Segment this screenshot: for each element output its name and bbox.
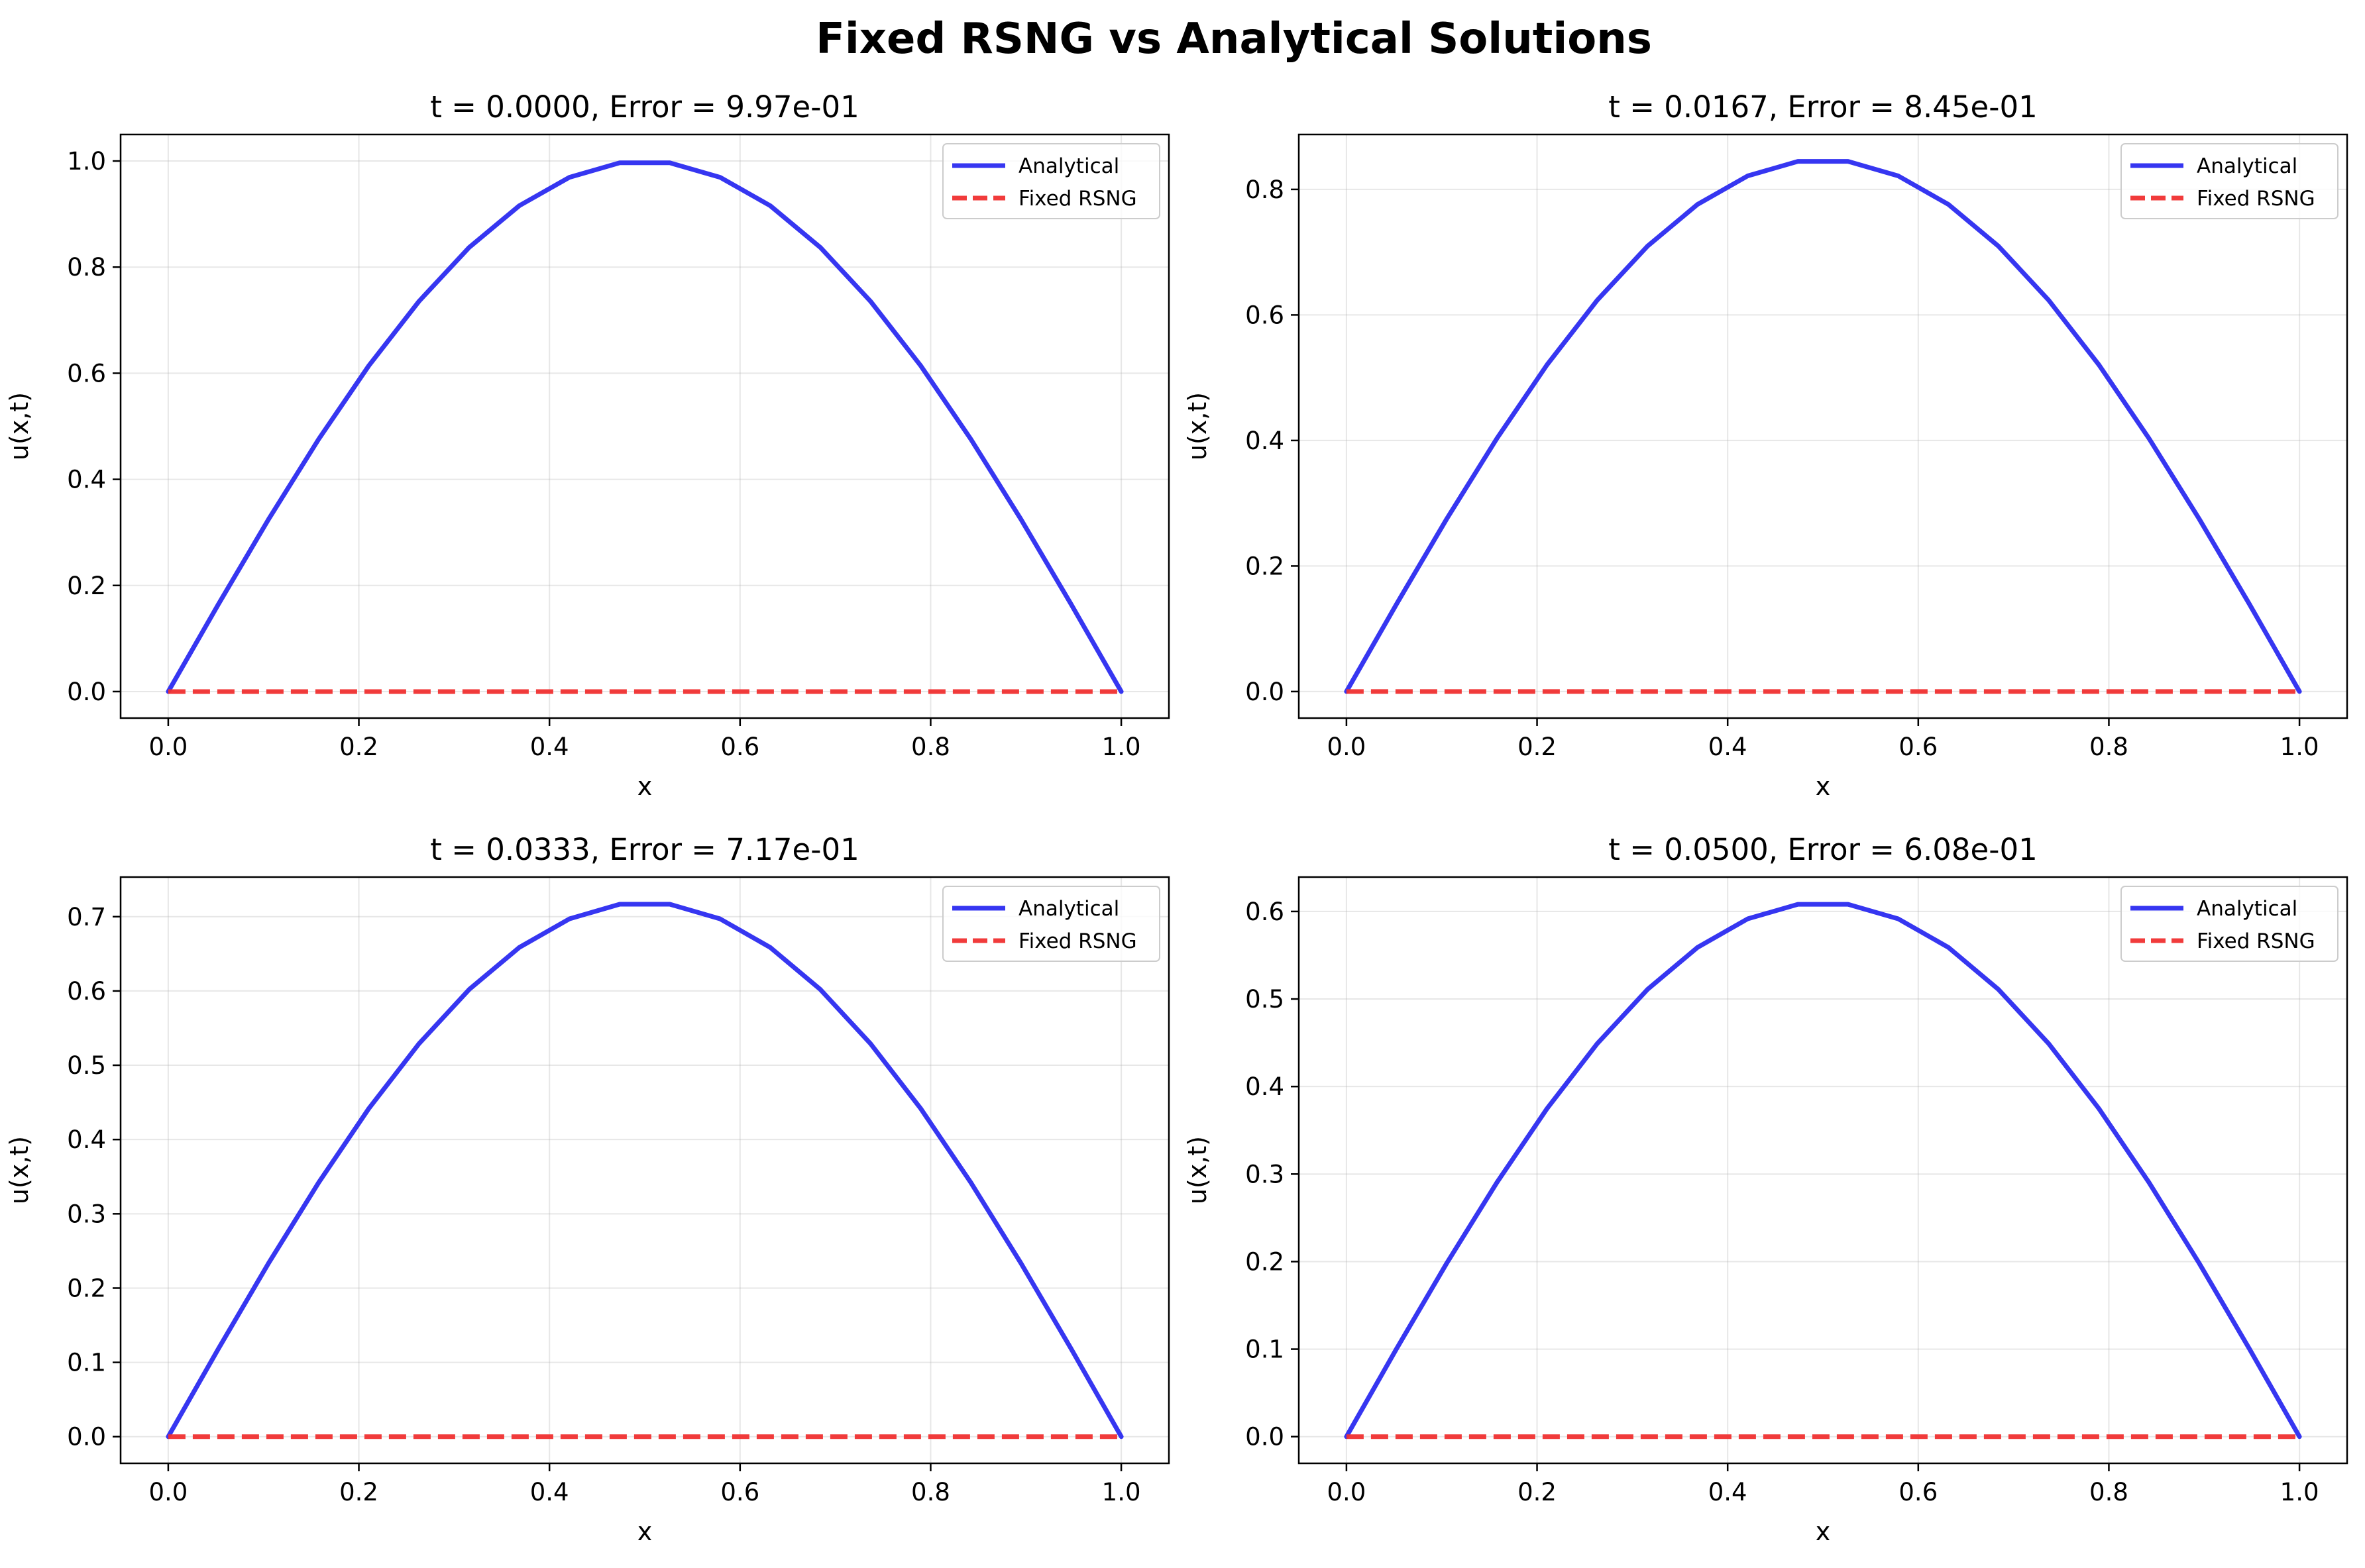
legend: Analytical Fixed RSNG xyxy=(2120,886,2338,962)
y-tick-label: 0.6 xyxy=(67,359,106,388)
x-tick-label: 0.4 xyxy=(1708,1478,1747,1506)
legend: Analytical Fixed RSNG xyxy=(2120,143,2338,219)
y-tick-label: 0.6 xyxy=(1245,301,1284,329)
legend-label: Fixed RSNG xyxy=(1018,187,1137,211)
plot-frame xyxy=(1297,133,2348,719)
y-tick-label: 0.8 xyxy=(67,253,106,282)
subplot-title: t = 0.0167, Error = 8.45e-01 xyxy=(1608,89,2037,125)
y-tick-label: 0.6 xyxy=(1245,898,1284,926)
subplot-2: 0.0 0.2 0.4 0.6 0.8 1.0 0.0 0.2 0.4 0.6 0.8 t = 0.0… xyxy=(1183,89,2348,801)
x-tick-label: 0.8 xyxy=(2089,733,2128,761)
y-tick-label: 1.0 xyxy=(67,147,106,176)
y-tick-label: 0.5 xyxy=(67,1051,106,1080)
x-tick-label: 0.6 xyxy=(720,733,759,761)
legend-label: Analytical xyxy=(2197,154,2297,178)
x-tick-label: 0.4 xyxy=(530,1478,569,1506)
x-tick-label: 0.6 xyxy=(720,1478,759,1506)
y-tick-label: 0.2 xyxy=(67,1274,106,1302)
x-axis-label: x xyxy=(1816,772,1831,801)
y-axis-label: u(x,t) xyxy=(5,1136,34,1204)
x-tick-label: 0.0 xyxy=(1327,733,1366,761)
plot-frame xyxy=(119,876,1170,1465)
series-line-analytical xyxy=(166,902,1124,1439)
subplot-title: t = 0.0000, Error = 9.97e-01 xyxy=(430,89,859,125)
y-tick-label: 0.4 xyxy=(67,1125,106,1154)
plot-frame xyxy=(1297,876,2348,1465)
y-tick-label: 0.8 xyxy=(1245,176,1284,204)
y-tick-label: 0.2 xyxy=(1245,552,1284,580)
subplot-3: 0.0 0.2 0.4 0.6 0.8 1.0 0.0 0.1 0.2 0.3 0.4 0.5 0.6 0… xyxy=(5,832,1170,1546)
series-line-analytical xyxy=(1344,159,2302,694)
legend-label: Analytical xyxy=(1018,154,1119,178)
plot-frame xyxy=(119,133,1170,719)
legend: Analytical Fixed RSNG xyxy=(942,886,1160,962)
legend-label: Analytical xyxy=(1018,897,1119,921)
x-tick-label: 0.8 xyxy=(2089,1478,2128,1506)
y-tick-label: 0.6 xyxy=(67,977,106,1006)
x-tick-label: 0.8 xyxy=(911,733,950,761)
x-tick-label: 0.6 xyxy=(1898,1478,1938,1506)
series-line-analytical xyxy=(166,160,1124,694)
y-tick-label: 0.0 xyxy=(67,1423,106,1451)
subplot-4: 0.0 0.2 0.4 0.6 0.8 1.0 0.0 0.1 0.2 0.3 0.4 0.5 0.6 t… xyxy=(1183,832,2348,1546)
x-axis-label: x xyxy=(1816,1517,1831,1546)
y-tick-label: 0.3 xyxy=(67,1200,106,1228)
y-axis-label: u(x,t) xyxy=(1183,1136,1212,1204)
y-tick-label: 0.3 xyxy=(1245,1160,1284,1188)
y-tick-label: 0.0 xyxy=(67,678,106,706)
x-tick-label: 1.0 xyxy=(1102,1478,1141,1506)
x-tick-label: 0.0 xyxy=(1327,1478,1366,1506)
y-tick-label: 0.1 xyxy=(1245,1335,1284,1364)
y-tick-label: 0.4 xyxy=(1245,1072,1284,1101)
y-tick-label: 0.2 xyxy=(1245,1247,1284,1276)
legend-label: Fixed RSNG xyxy=(2197,929,2315,953)
legend: Analytical Fixed RSNG xyxy=(942,143,1160,219)
subplot-title: t = 0.0333, Error = 7.17e-01 xyxy=(430,832,859,867)
x-tick-label: 0.2 xyxy=(1517,733,1557,761)
x-tick-label: 0.2 xyxy=(339,1478,378,1506)
figure-title: Fixed RSNG vs Analytical Solutions xyxy=(816,15,1652,64)
x-axis-label: x xyxy=(637,772,653,801)
x-tick-label: 0.0 xyxy=(148,1478,188,1506)
x-tick-label: 0.4 xyxy=(1708,733,1747,761)
x-tick-label: 0.8 xyxy=(911,1478,950,1506)
y-axis-label: u(x,t) xyxy=(1183,392,1212,460)
y-tick-label: 0.0 xyxy=(1245,1423,1284,1451)
y-tick-label: 0.5 xyxy=(1245,985,1284,1014)
y-tick-label: 0.7 xyxy=(67,903,106,931)
series-line-analytical xyxy=(1344,902,2302,1439)
legend-label: Fixed RSNG xyxy=(2197,187,2315,211)
y-tick-label: 0.2 xyxy=(67,572,106,600)
x-tick-label: 1.0 xyxy=(2280,1478,2319,1506)
y-axis-label: u(x,t) xyxy=(5,392,34,460)
y-tick-label: 0.4 xyxy=(67,466,106,494)
x-tick-label: 0.6 xyxy=(1898,733,1938,761)
subplot-1: 0.0 0.2 0.4 0.6 0.8 1.0 0.0 0.2 0.4 0.6 0.8 1.0 t = … xyxy=(5,89,1170,801)
x-tick-label: 0.2 xyxy=(1517,1478,1557,1506)
x-tick-label: 0.0 xyxy=(148,733,188,761)
x-tick-label: 1.0 xyxy=(2280,733,2319,761)
y-tick-label: 0.0 xyxy=(1245,678,1284,706)
subplots: 0.0 0.2 0.4 0.6 0.8 1.0 0.0 0.2 0.4 0.6 0.8 1.0 t = … xyxy=(5,89,2348,1546)
x-tick-label: 0.4 xyxy=(530,733,569,761)
y-tick-label: 0.4 xyxy=(1245,427,1284,455)
x-axis-label: x xyxy=(637,1517,653,1546)
legend-label: Fixed RSNG xyxy=(1018,929,1137,953)
x-tick-label: 0.2 xyxy=(339,733,378,761)
y-tick-label: 0.1 xyxy=(67,1349,106,1377)
subplot-title: t = 0.0500, Error = 6.08e-01 xyxy=(1608,832,2037,867)
x-tick-label: 1.0 xyxy=(1102,733,1141,761)
legend-label: Analytical xyxy=(2197,897,2297,921)
